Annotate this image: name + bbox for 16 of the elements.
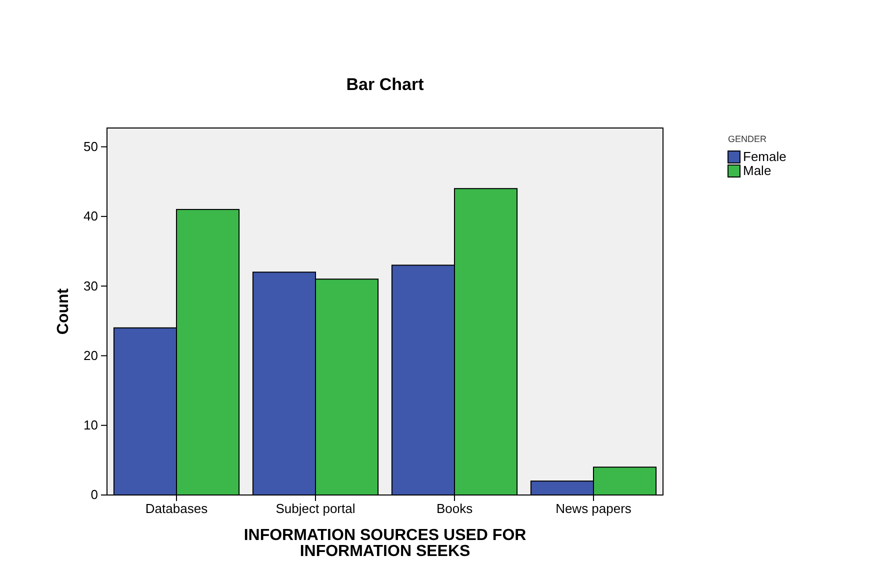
x-tick-label: Databases [145,501,208,516]
y-tick-label: 0 [90,487,98,502]
y-tick-label: 40 [84,208,98,224]
x-tick-label: News papers [556,501,632,516]
legend-label: Female [743,149,786,164]
y-tick-label: 50 [84,138,98,154]
chart-title: Bar Chart [346,75,424,94]
x-axis-title: INFORMATION SOURCES USED FOR INFORMATION SEEKS [244,527,527,560]
x-tick-label: Books [436,501,474,516]
legend-title: GENDER [728,134,768,144]
y-axis-title: Count [55,288,72,335]
legend-label: Male [743,163,772,178]
x-tick-label: Subject portal [276,501,356,516]
y-tick-label: 30 [84,278,98,294]
y-tick-label: 10 [84,418,98,433]
y-tick-label: 20 [84,348,98,363]
